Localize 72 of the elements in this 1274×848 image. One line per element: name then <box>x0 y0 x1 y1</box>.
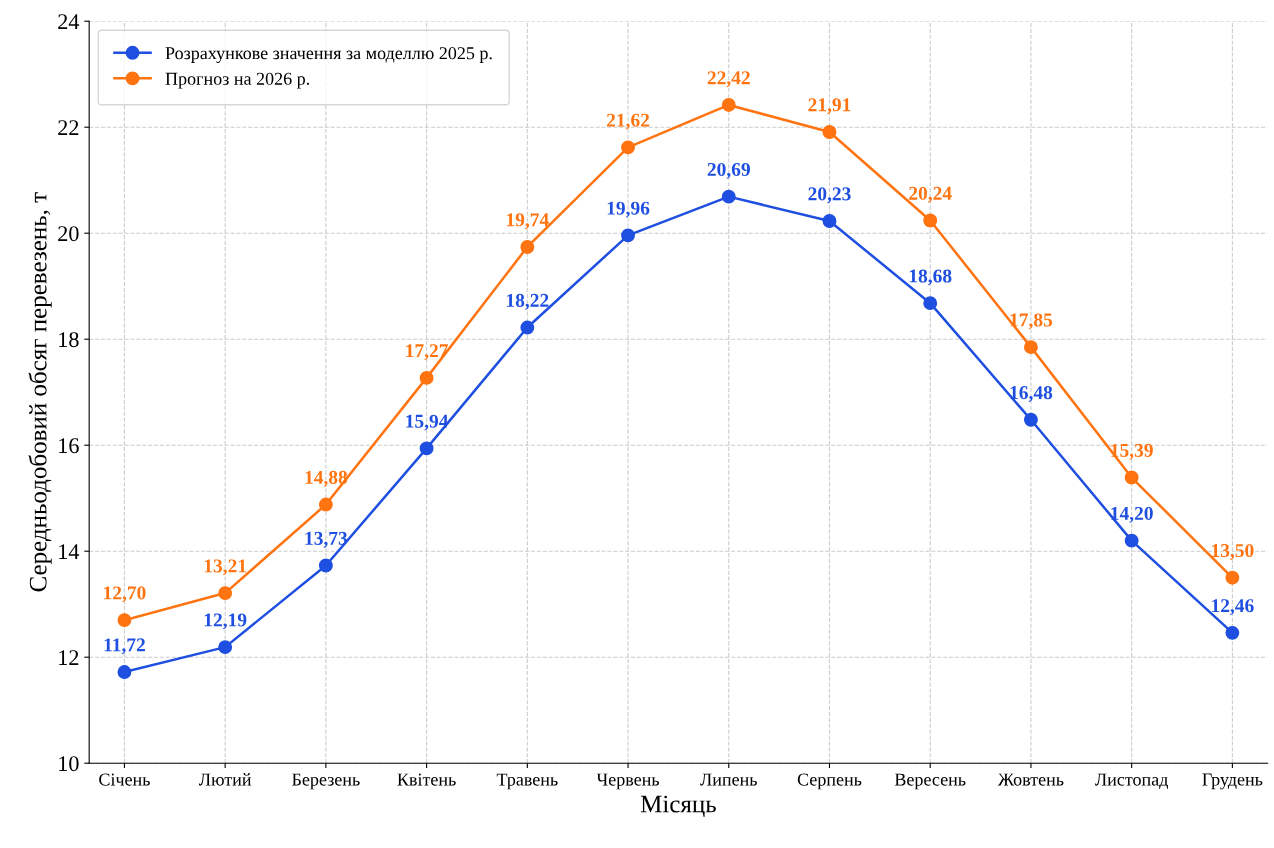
point <box>1225 625 1240 640</box>
data-label: 17,85 <box>1010 313 1053 330</box>
data-label: 22,42 <box>707 71 750 88</box>
data-label: 14,20 <box>1111 506 1153 523</box>
y-axis-title: Середньодобовий обсяг перевезень, т <box>28 192 52 592</box>
x-tick-label: Грудень <box>1202 773 1263 790</box>
x-tick-label: Січень <box>99 773 150 786</box>
data-label: 12,70 <box>104 586 146 603</box>
data-label: 14,88 <box>305 470 348 487</box>
point <box>1124 533 1139 548</box>
legend-label: Розрахункове значення за моделлю 2025 р. <box>165 47 492 64</box>
x-tick-label: Листопад <box>1095 773 1168 789</box>
x-tick-label: Березень <box>292 773 360 790</box>
data-label: 20,69 <box>707 162 750 179</box>
data-label: 19,96 <box>607 201 650 218</box>
data-label: 11,72 <box>104 638 145 655</box>
data-label: 15,94 <box>406 414 449 431</box>
point <box>117 613 132 628</box>
data-label: 13,50 <box>1212 543 1254 560</box>
data-label: 21,62 <box>606 113 650 130</box>
point <box>1023 340 1038 355</box>
point <box>520 320 535 335</box>
y-tick-label: 16 <box>59 438 79 454</box>
point <box>721 189 736 204</box>
y-tick-label: 10 <box>59 756 79 772</box>
x-tick-label: Жовтень <box>997 773 1064 786</box>
y-tick-label: 24 <box>58 14 80 29</box>
point <box>318 497 333 512</box>
data-label: 15,39 <box>1111 443 1153 460</box>
point <box>318 558 333 573</box>
point <box>1225 570 1240 585</box>
data-label: 19,74 <box>507 213 549 230</box>
x-tick-label: Серпень <box>797 773 862 790</box>
data-label: 13,73 <box>305 531 348 548</box>
point <box>218 586 233 601</box>
point <box>117 665 132 679</box>
data-label: 20,24 <box>909 186 952 203</box>
point <box>218 640 233 655</box>
data-label: 18,22 <box>507 293 549 310</box>
point <box>923 213 938 228</box>
x-tick-label: Травень <box>496 773 558 790</box>
data-label: 12,46 <box>1212 599 1254 616</box>
x-tick-label: Квітень <box>397 773 456 786</box>
data-label: 20,23 <box>808 187 851 204</box>
point <box>419 370 434 385</box>
y-tick-label: 22 <box>58 120 79 135</box>
y-tick-label: 14 <box>59 544 80 559</box>
legend-label: Прогноз на 2026 р. <box>165 72 310 89</box>
point <box>621 228 635 243</box>
x-tick-label: Червень <box>596 773 660 790</box>
y-tick-label: 20 <box>58 226 79 242</box>
x-tick-label: Лютий <box>198 773 252 786</box>
point <box>1124 470 1139 485</box>
point <box>822 214 837 228</box>
data-label: 16,48 <box>1010 386 1053 402</box>
data-label: 18,68 <box>909 269 952 286</box>
point <box>1023 412 1038 427</box>
point <box>520 240 535 254</box>
point <box>419 441 434 456</box>
data-label: 21,91 <box>808 98 851 115</box>
data-label: 12,19 <box>204 613 247 630</box>
point <box>621 140 635 155</box>
y-tick-label: 18 <box>59 332 79 348</box>
data-label: 13,21 <box>204 559 247 576</box>
point <box>721 97 736 112</box>
x-tick-label: Липень <box>700 773 757 786</box>
x-axis-title: Місяць <box>640 795 716 818</box>
data-label: 17,27 <box>406 344 448 361</box>
point <box>822 125 837 139</box>
y-tick-label: 12 <box>59 650 79 665</box>
point <box>923 296 938 311</box>
x-tick-label: Вересень <box>894 773 966 790</box>
